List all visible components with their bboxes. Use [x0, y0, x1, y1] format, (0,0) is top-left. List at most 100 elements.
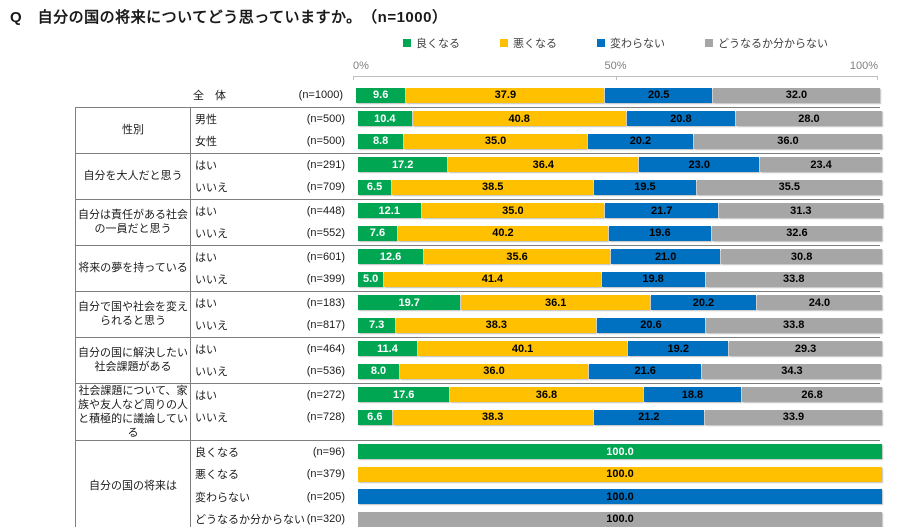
bordered-table: 性別 男性 (n=500) 10.4 40.8 20.8 28.0 女性 (n=500) 8.8 3… — [75, 106, 883, 527]
bar-segment-悪くなる: 37.9 — [406, 87, 605, 103]
bar-segment-どうなるか分からない: 100.0 — [358, 511, 882, 527]
row-sample-size: (n=183) — [306, 296, 345, 309]
legend-label: どうなるか分からない — [718, 38, 828, 50]
bar-segment-悪くなる: 100.0 — [358, 466, 882, 482]
row-sample-size: (n=500) — [306, 135, 345, 148]
group-label: 性別 — [76, 107, 191, 153]
table-row: どうなるか分からない (n=320) 100.0 — [191, 508, 883, 527]
row-label: どうなるか分からない — [195, 514, 305, 527]
legend-swatch-icon — [403, 39, 411, 47]
row-sample-size: (n=601) — [306, 250, 345, 263]
bar-segment-悪くなる: 40.8 — [412, 111, 626, 127]
group-label: 社会課題について、家族や友人など周りの人と積極的に議論している — [76, 383, 191, 440]
bar-segment-変わらない: 21.2 — [593, 409, 704, 425]
group-rows: 良くなる (n=96) 100.0 悪くなる (n=379) 100.0 変わらない (n=2… — [191, 441, 883, 527]
table-row: 良くなる (n=96) 100.0 — [191, 441, 883, 464]
group-label: 将来の夢を持っている — [76, 245, 191, 291]
legend-label: 良くなる — [416, 38, 460, 50]
table-row: はい (n=272) 17.6 36.8 18.8 26.8 — [191, 384, 883, 407]
group-rows: はい (n=448) 12.1 35.0 21.7 31.3 いいえ (n=552) 7.6 40… — [191, 200, 884, 245]
row-sample-size: (n=464) — [306, 342, 345, 355]
row-label: いいえ — [195, 412, 228, 425]
bar-segment-変わらない: 19.5 — [594, 179, 696, 195]
row-sample-size: (n=817) — [306, 319, 345, 332]
table-row: いいえ (n=728) 6.6 38.3 21.2 33.9 — [191, 406, 883, 429]
group-rows: はい (n=464) 11.4 40.1 19.2 29.3 いいえ (n=536) 8.0 36… — [191, 338, 883, 383]
bar-segment-変わらない: 19.8 — [601, 271, 705, 287]
stacked-bar: 19.7 36.1 20.2 24.0 — [358, 295, 883, 311]
group-rows: はい (n=183) 19.7 36.1 20.2 24.0 いいえ (n=817) 7.3 38… — [191, 292, 883, 337]
group-rows: はい (n=601) 12.6 35.6 21.0 30.8 いいえ (n=399) 5.0 41… — [191, 246, 883, 291]
stacked-bar: 10.4 40.8 20.8 28.0 — [358, 111, 883, 127]
row-sample-size: (n=728) — [306, 411, 345, 424]
page-title: Q 自分の国の将来についてどう思っていますか。 （n=1000） — [10, 9, 448, 26]
bar-segment-悪くなる: 36.1 — [461, 295, 650, 311]
stacked-bar: 6.6 38.3 21.2 33.9 — [358, 409, 883, 425]
row-sample-size: (n=96) — [312, 445, 345, 458]
bar-segment-悪くなる: 35.0 — [404, 133, 587, 149]
bar-segment-悪くなる: 38.3 — [396, 317, 597, 333]
row-label: 変わらない — [195, 491, 250, 504]
row-sample-size: (n=205) — [306, 490, 345, 503]
row-group: 自分で国や社会を変えられると思う はい (n=183) 19.7 36.1 20.2 24.… — [76, 290, 883, 337]
bar-segment-良くなる: 10.4 — [358, 111, 412, 127]
row-label: はい — [195, 297, 217, 310]
legend-item: どうなるか分からない — [705, 35, 828, 51]
row-label: いいえ — [195, 182, 228, 195]
row-group: 性別 男性 (n=500) 10.4 40.8 20.8 28.0 女性 (n=500) 8.8 3… — [76, 106, 883, 153]
bar-segment-悪くなる: 41.4 — [384, 271, 601, 287]
legend-item: 良くなる — [403, 35, 460, 51]
bar-segment-悪くなる: 38.5 — [392, 179, 594, 195]
bar-segment-変わらない: 20.8 — [626, 111, 735, 127]
bar-segment-変わらない: 20.2 — [587, 133, 693, 149]
row-label: はい — [195, 343, 217, 356]
stacked-bar: 8.0 36.0 21.6 34.3 — [358, 363, 882, 379]
bar-segment-良くなる: 8.8 — [358, 133, 404, 149]
bar-segment-悪くなる: 36.4 — [448, 157, 639, 173]
row-group: 自分は責任がある社会の一員だと思う はい (n=448) 12.1 35.0 21.7 31… — [76, 198, 883, 245]
table-row: いいえ (n=399) 5.0 41.4 19.8 33.8 — [191, 268, 883, 291]
bar-segment-どうなるか分からない: 29.3 — [729, 341, 882, 357]
bar-segment-良くなる: 19.7 — [358, 295, 461, 311]
row-group: 将来の夢を持っている はい (n=601) 12.6 35.6 21.0 30.8 いいえ (n… — [76, 244, 883, 291]
bar-segment-悪くなる: 40.2 — [397, 225, 608, 241]
bar-segment-どうなるか分からない: 32.0 — [712, 87, 880, 103]
row-label: いいえ — [195, 274, 228, 287]
row-label: いいえ — [195, 228, 228, 241]
axis-tick-label: 50% — [604, 60, 627, 72]
stacked-bar: 12.1 35.0 21.7 31.3 — [358, 203, 884, 219]
row-group: 全 体 (n=1000) 9.6 37.9 20.5 32.0 — [75, 84, 880, 107]
table-row: 悪くなる (n=379) 100.0 — [191, 463, 883, 486]
bar-segment-どうなるか分からない: 31.3 — [719, 203, 883, 219]
row-label: 全 体 — [193, 90, 226, 103]
stacked-bar: 6.5 38.5 19.5 35.5 — [358, 179, 883, 195]
table-row: いいえ (n=709) 6.5 38.5 19.5 35.5 — [191, 176, 883, 199]
row-sample-size: (n=500) — [306, 112, 345, 125]
bar-segment-どうなるか分からない: 33.8 — [705, 317, 882, 333]
bar-segment-悪くなる: 36.8 — [450, 387, 643, 403]
stacked-bar: 12.6 35.6 21.0 30.8 — [358, 249, 883, 265]
row-label: はい — [195, 205, 217, 218]
legend-item: 悪くなる — [500, 35, 557, 51]
row-label: はい — [195, 159, 217, 172]
row-sample-size: (n=448) — [306, 204, 345, 217]
table-row: 全 体 (n=1000) 9.6 37.9 20.5 32.0 — [189, 84, 881, 107]
table-row: 男性 (n=500) 10.4 40.8 20.8 28.0 — [191, 108, 883, 131]
row-sample-size: (n=1000) — [298, 89, 343, 102]
row-label: 悪くなる — [195, 469, 239, 482]
stacked-bar: 17.6 36.8 18.8 26.8 — [358, 387, 883, 403]
row-label: 良くなる — [195, 446, 239, 459]
row-group: 社会課題について、家族や友人など周りの人と積極的に議論している はい (n=272)… — [76, 382, 883, 440]
table-row: はい (n=601) 12.6 35.6 21.0 30.8 — [191, 246, 883, 269]
row-sample-size: (n=552) — [306, 227, 345, 240]
stacked-bar: 5.0 41.4 19.8 33.8 — [358, 271, 883, 287]
legend-label: 悪くなる — [513, 38, 557, 50]
bar-segment-良くなる: 17.6 — [358, 387, 450, 403]
table-row: いいえ (n=552) 7.6 40.2 19.6 32.6 — [191, 222, 884, 245]
row-label: 男性 — [195, 113, 217, 126]
bar-segment-変わらない: 20.2 — [650, 295, 756, 311]
row-sample-size: (n=320) — [306, 513, 345, 526]
row-label: いいえ — [195, 366, 228, 379]
group-rows: はい (n=272) 17.6 36.8 18.8 26.8 いいえ (n=728) 6.6 38… — [191, 384, 883, 440]
